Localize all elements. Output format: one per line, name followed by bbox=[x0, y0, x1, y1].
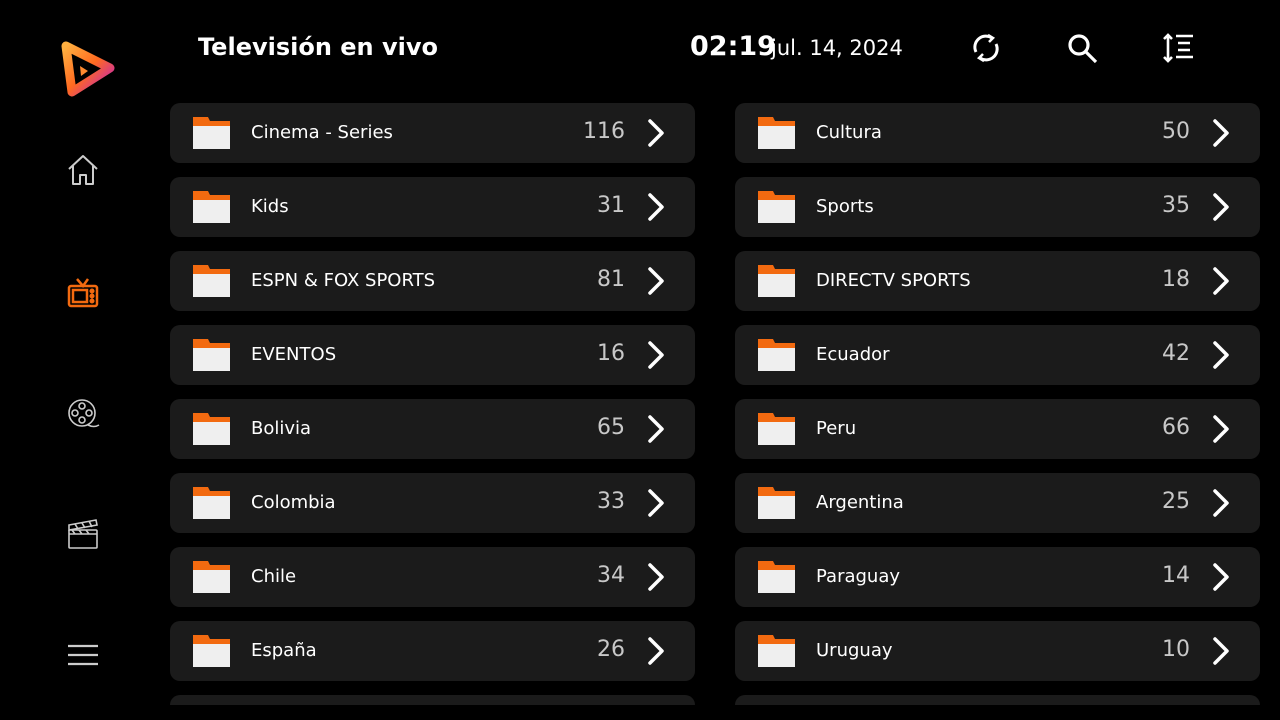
category-name: Chile bbox=[251, 566, 297, 587]
chevron-right-icon bbox=[648, 637, 664, 665]
category-row[interactable]: España 26 bbox=[170, 621, 695, 681]
tv-icon[interactable] bbox=[66, 276, 100, 310]
chevron-right-icon bbox=[1213, 267, 1229, 295]
home-icon[interactable] bbox=[66, 153, 100, 187]
category-name: DIRECTV SPORTS bbox=[816, 270, 971, 291]
folder-icon bbox=[193, 413, 230, 445]
channel-count: 18 bbox=[1162, 267, 1190, 292]
chevron-right-icon bbox=[1213, 489, 1229, 517]
refresh-icon[interactable] bbox=[970, 32, 1002, 64]
category-row[interactable]: Cinema - Series 116 bbox=[170, 103, 695, 163]
chevron-right-icon bbox=[1213, 637, 1229, 665]
category-name: España bbox=[251, 640, 317, 661]
channel-count: 81 bbox=[597, 267, 625, 292]
folder-icon bbox=[193, 339, 230, 371]
folder-icon bbox=[758, 413, 795, 445]
folder-icon bbox=[758, 265, 795, 297]
category-row[interactable]: Peru 66 bbox=[735, 399, 1260, 459]
category-row[interactable]: Cultura 50 bbox=[735, 103, 1260, 163]
category-row-partial[interactable] bbox=[735, 695, 1260, 705]
chevron-right-icon bbox=[648, 563, 664, 591]
channel-count: 14 bbox=[1162, 563, 1190, 588]
category-row[interactable]: Chile 34 bbox=[170, 547, 695, 607]
channel-count: 50 bbox=[1162, 119, 1190, 144]
category-name: Ecuador bbox=[816, 344, 890, 365]
channel-count: 66 bbox=[1162, 415, 1190, 440]
channel-count: 34 bbox=[597, 563, 625, 588]
category-name: Sports bbox=[816, 196, 874, 217]
chevron-right-icon bbox=[648, 489, 664, 517]
folder-icon bbox=[193, 561, 230, 593]
chevron-right-icon bbox=[648, 415, 664, 443]
category-row[interactable]: Sports 35 bbox=[735, 177, 1260, 237]
chevron-right-icon bbox=[648, 267, 664, 295]
category-name: Bolivia bbox=[251, 418, 312, 439]
category-row[interactable]: Bolivia 65 bbox=[170, 399, 695, 459]
search-icon[interactable] bbox=[1066, 32, 1098, 64]
folder-icon bbox=[758, 487, 795, 519]
chevron-right-icon bbox=[648, 119, 664, 147]
category-row[interactable]: EVENTOS 16 bbox=[170, 325, 695, 385]
folder-icon bbox=[193, 117, 230, 149]
category-name: ESPN & FOX SPORTS bbox=[251, 270, 436, 291]
category-name: Argentina bbox=[816, 492, 904, 513]
category-row[interactable]: Paraguay 14 bbox=[735, 547, 1260, 607]
category-name: Uruguay bbox=[816, 640, 893, 661]
chevron-right-icon bbox=[1213, 415, 1229, 443]
channel-count: 26 bbox=[597, 637, 625, 662]
folder-icon bbox=[193, 191, 230, 223]
folder-icon bbox=[758, 191, 795, 223]
category-name: Colombia bbox=[251, 492, 336, 513]
category-row[interactable]: Colombia 33 bbox=[170, 473, 695, 533]
clapperboard-icon[interactable] bbox=[66, 517, 100, 551]
folder-icon bbox=[758, 561, 795, 593]
category-row-partial[interactable] bbox=[170, 695, 695, 705]
category-name: Cultura bbox=[816, 122, 882, 143]
channel-count: 31 bbox=[597, 193, 625, 218]
app-logo bbox=[61, 41, 115, 97]
channel-count: 33 bbox=[597, 489, 625, 514]
folder-icon bbox=[193, 635, 230, 667]
folder-icon bbox=[193, 265, 230, 297]
category-name: EVENTOS bbox=[251, 344, 337, 365]
chevron-right-icon bbox=[648, 341, 664, 369]
folder-icon bbox=[758, 635, 795, 667]
category-name: Paraguay bbox=[816, 566, 901, 587]
folder-icon bbox=[758, 339, 795, 371]
channel-count: 25 bbox=[1162, 489, 1190, 514]
category-row[interactable]: Ecuador 42 bbox=[735, 325, 1260, 385]
category-row[interactable]: DIRECTV SPORTS 18 bbox=[735, 251, 1260, 311]
page-title: Televisión en vivo bbox=[198, 33, 438, 61]
category-row[interactable]: Uruguay 10 bbox=[735, 621, 1260, 681]
folder-icon bbox=[758, 117, 795, 149]
clock-date: jul. 14, 2024 bbox=[771, 36, 903, 60]
channel-count: 35 bbox=[1162, 193, 1190, 218]
clock-time: 02:19 bbox=[690, 31, 776, 62]
chevron-right-icon bbox=[1213, 341, 1229, 369]
chevron-right-icon bbox=[648, 193, 664, 221]
category-row[interactable]: Kids 31 bbox=[170, 177, 695, 237]
category-name: Kids bbox=[251, 196, 289, 217]
channel-count: 116 bbox=[583, 119, 625, 144]
channel-count: 42 bbox=[1162, 341, 1190, 366]
category-name: Cinema - Series bbox=[251, 122, 393, 143]
category-name: Peru bbox=[816, 418, 857, 439]
chevron-right-icon bbox=[1213, 563, 1229, 591]
folder-icon bbox=[193, 487, 230, 519]
category-row[interactable]: Argentina 25 bbox=[735, 473, 1260, 533]
film-reel-icon[interactable] bbox=[66, 396, 100, 430]
menu-icon[interactable] bbox=[66, 638, 100, 672]
sort-icon[interactable] bbox=[1162, 32, 1194, 64]
channel-count: 16 bbox=[597, 341, 625, 366]
channel-count: 10 bbox=[1162, 637, 1190, 662]
chevron-right-icon bbox=[1213, 119, 1229, 147]
category-list: Cinema - Series 116 Kids 31 ESPN & FOX S… bbox=[170, 103, 1260, 705]
channel-count: 65 bbox=[597, 415, 625, 440]
chevron-right-icon bbox=[1213, 193, 1229, 221]
category-row[interactable]: ESPN & FOX SPORTS 81 bbox=[170, 251, 695, 311]
